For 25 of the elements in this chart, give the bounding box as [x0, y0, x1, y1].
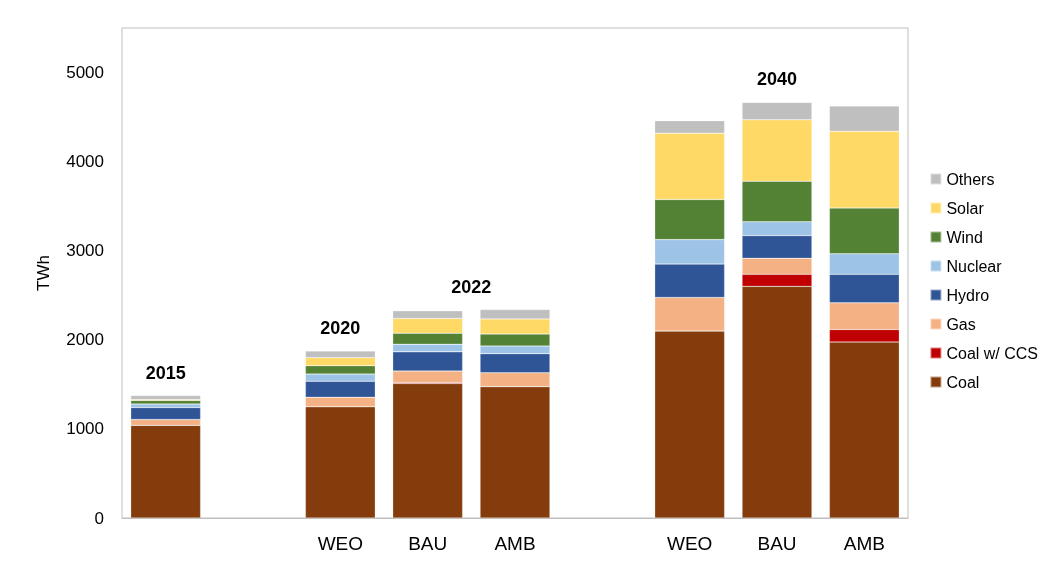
legend-label: Coal [946, 373, 980, 391]
annotation: 2020 [320, 317, 361, 338]
x-tick-label: BAU [757, 533, 797, 554]
annotation: 2040 [756, 69, 798, 90]
y-tick-label: 1000 [66, 419, 104, 439]
legend-label: Coal w/ CCS [946, 344, 1038, 362]
y-tick-label: 5000 [66, 63, 104, 83]
y-axis-title: TWh [34, 255, 53, 291]
legend-label: Gas [946, 315, 976, 333]
x-tick-label: AMB [843, 533, 885, 554]
y-tick-label: 0 [94, 508, 104, 528]
legend-label: Nuclear [946, 257, 1003, 275]
x-tick-label: WEO [317, 533, 364, 554]
annotation: 2015 [145, 362, 186, 383]
legend-label: Hydro [946, 286, 990, 304]
y-tick-label: 4000 [66, 152, 104, 172]
legend-label: Others [946, 170, 995, 188]
y-tick-label: 2000 [66, 330, 104, 350]
legend-label: Solar [946, 199, 985, 217]
x-tick-label: BAU [408, 533, 448, 554]
annotation: 2022 [451, 276, 492, 297]
x-tick-label: AMB [494, 533, 536, 554]
x-tick-label: WEO [666, 533, 713, 554]
legend-label: Wind [946, 228, 983, 246]
y-tick-label: 3000 [66, 241, 104, 261]
